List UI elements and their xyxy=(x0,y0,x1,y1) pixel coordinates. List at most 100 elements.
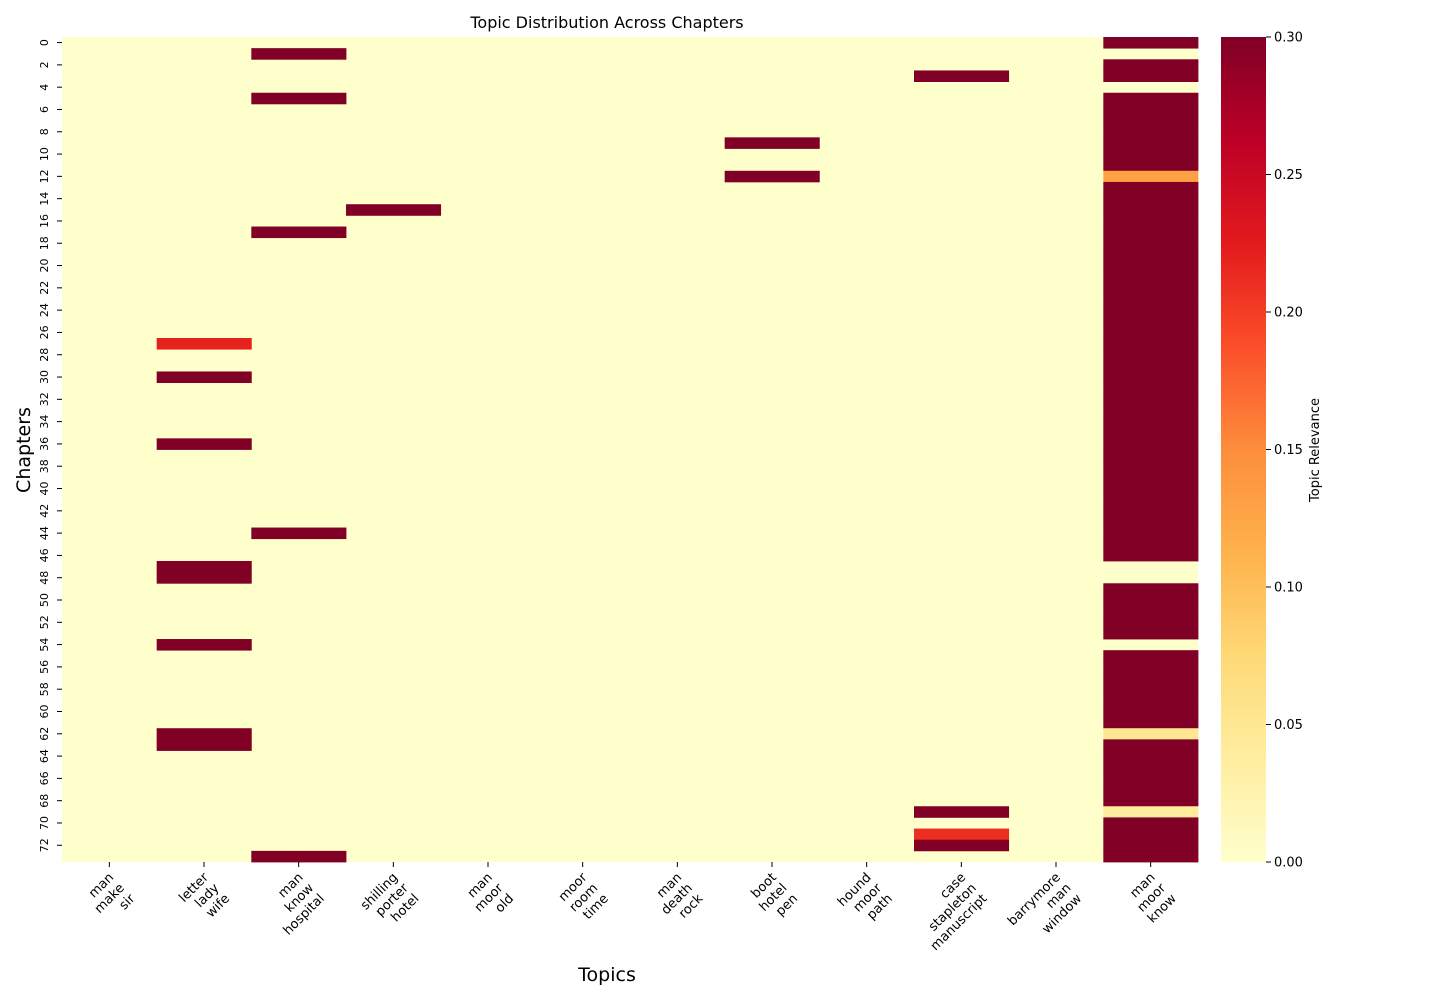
y-tick-label: 66 xyxy=(38,771,51,785)
heatmap-cell xyxy=(156,728,252,740)
heatmap-cell xyxy=(1103,393,1199,406)
heatmap-cell xyxy=(1103,795,1199,807)
y-tick-label: 62 xyxy=(38,727,51,741)
y-tick-label: 2 xyxy=(38,61,51,68)
heatmap-cell xyxy=(1103,259,1199,272)
heatmap-cell xyxy=(1103,59,1199,71)
heatmap-cell xyxy=(1103,850,1199,863)
heatmap-cell xyxy=(1103,304,1199,317)
x-tick-label: manmoorknow xyxy=(1124,870,1181,927)
colorbar-tick-label: 0.15 xyxy=(1274,443,1303,458)
heatmap-cell xyxy=(1103,37,1199,49)
heatmap-cell xyxy=(1103,115,1199,127)
y-tick-label: 72 xyxy=(38,838,51,852)
heatmap-cell xyxy=(1103,204,1199,216)
y-tick-label: 14 xyxy=(38,192,51,206)
heatmap-cell xyxy=(251,92,347,105)
y-tick-label: 6 xyxy=(38,106,51,113)
x-tick-label: houndmoorpath xyxy=(835,870,896,931)
heatmap-cell xyxy=(1103,839,1199,852)
heatmap-cell xyxy=(1103,683,1199,696)
heatmap-cell xyxy=(1103,338,1199,350)
y-tick-label: 64 xyxy=(38,749,51,763)
heatmap-cell xyxy=(1103,103,1199,116)
colorbar-label: Topic Relevance xyxy=(1308,398,1323,503)
y-tick-label: 56 xyxy=(38,660,51,674)
y-tick-label: 32 xyxy=(38,392,51,406)
heatmap-cell xyxy=(1103,159,1199,172)
heatmap-cell xyxy=(1103,438,1199,450)
y-tick-label: 28 xyxy=(38,348,51,362)
colorbar-tick-label: 0.00 xyxy=(1274,856,1303,871)
y-tick-label: 50 xyxy=(38,593,51,607)
colorbar-tick-label: 0.10 xyxy=(1274,581,1303,596)
heatmap-cell xyxy=(1103,538,1199,551)
heatmap-cell xyxy=(156,639,252,651)
heatmap-cell xyxy=(1103,460,1199,473)
y-tick-label: 58 xyxy=(38,682,51,696)
x-tick-label: barrymoremanwindow xyxy=(1005,870,1085,950)
heatmap-cell xyxy=(1103,126,1199,138)
heatmap-cell xyxy=(156,338,252,350)
y-tick-label: 24 xyxy=(38,303,51,317)
heatmap-cell xyxy=(1103,70,1199,82)
colorbar: 0.00 0.05 0.10 0.15 0.20 0.25 0.30 xyxy=(1221,31,1303,871)
y-tick-label: 20 xyxy=(38,259,51,273)
colorbar-gradient xyxy=(1221,37,1266,862)
y-tick-label: 44 xyxy=(38,526,51,540)
heatmap-cell xyxy=(1103,215,1199,227)
heatmap-cells xyxy=(156,37,1199,863)
heatmap-cell xyxy=(724,170,820,183)
y-axis: 0246810121416182022242628303234363840424… xyxy=(38,39,62,852)
heatmap-cell xyxy=(1103,282,1199,294)
heatmap-cell xyxy=(1103,371,1199,384)
heatmap-cell xyxy=(156,739,252,751)
chart-title: Topic Distribution Across Chapters xyxy=(469,13,743,32)
heatmap-cell xyxy=(1103,627,1199,640)
heatmap-cell xyxy=(1103,382,1199,395)
y-tick-label: 36 xyxy=(38,437,51,451)
heatmap-cell xyxy=(1103,349,1199,361)
x-axis: manmakesir letterladywife manknowhospital s… xyxy=(81,862,1181,954)
y-tick-label: 38 xyxy=(38,459,51,473)
heatmap-cell xyxy=(156,438,252,450)
heatmap-cell xyxy=(1103,170,1199,183)
heatmap-cell xyxy=(1103,761,1199,774)
heatmap-cell xyxy=(1103,817,1199,829)
heatmap-cell xyxy=(1103,616,1199,629)
heatmap-cell xyxy=(156,560,252,573)
x-tick-label: moorroomtime xyxy=(556,870,612,926)
x-tick-label: casestapletonmanuscript xyxy=(907,870,991,954)
heatmap-cell xyxy=(251,48,347,60)
x-tick-label: manmakesir xyxy=(81,870,139,928)
heatmap-cell xyxy=(1103,326,1199,339)
heatmap-cell xyxy=(914,70,1010,82)
heatmap-cell xyxy=(1103,494,1199,506)
heatmap-cell xyxy=(1103,505,1199,517)
y-tick-label: 54 xyxy=(38,638,51,652)
heatmap-cell xyxy=(1103,739,1199,751)
heatmap-cell xyxy=(1103,449,1199,462)
y-tick-label: 18 xyxy=(38,236,51,250)
heatmap-cell xyxy=(1103,772,1199,785)
heatmap-cell xyxy=(251,226,347,239)
y-tick-label: 0 xyxy=(38,39,51,46)
heatmap-cell xyxy=(1103,193,1199,205)
heatmap-cell xyxy=(156,371,252,384)
y-tick-label: 4 xyxy=(38,84,51,91)
heatmap-cell xyxy=(346,204,442,216)
heatmap-cell xyxy=(1103,650,1199,662)
y-tick-label: 10 xyxy=(38,147,51,161)
y-tick-label: 42 xyxy=(38,504,51,518)
y-tick-label: 52 xyxy=(38,615,51,629)
heatmap-cell xyxy=(1103,137,1199,149)
x-tick-label: shillingporterhotel xyxy=(358,870,423,935)
heatmap-cell xyxy=(1103,828,1199,841)
heatmap-cell xyxy=(1103,360,1199,372)
y-tick-label: 48 xyxy=(38,571,51,585)
colorbar-tick-label: 0.05 xyxy=(1274,718,1303,733)
heatmap-cell xyxy=(724,137,820,149)
colorbar-tick-label: 0.25 xyxy=(1274,168,1303,183)
heatmap-cell xyxy=(1103,271,1199,283)
heatmap-cell xyxy=(1103,717,1199,729)
